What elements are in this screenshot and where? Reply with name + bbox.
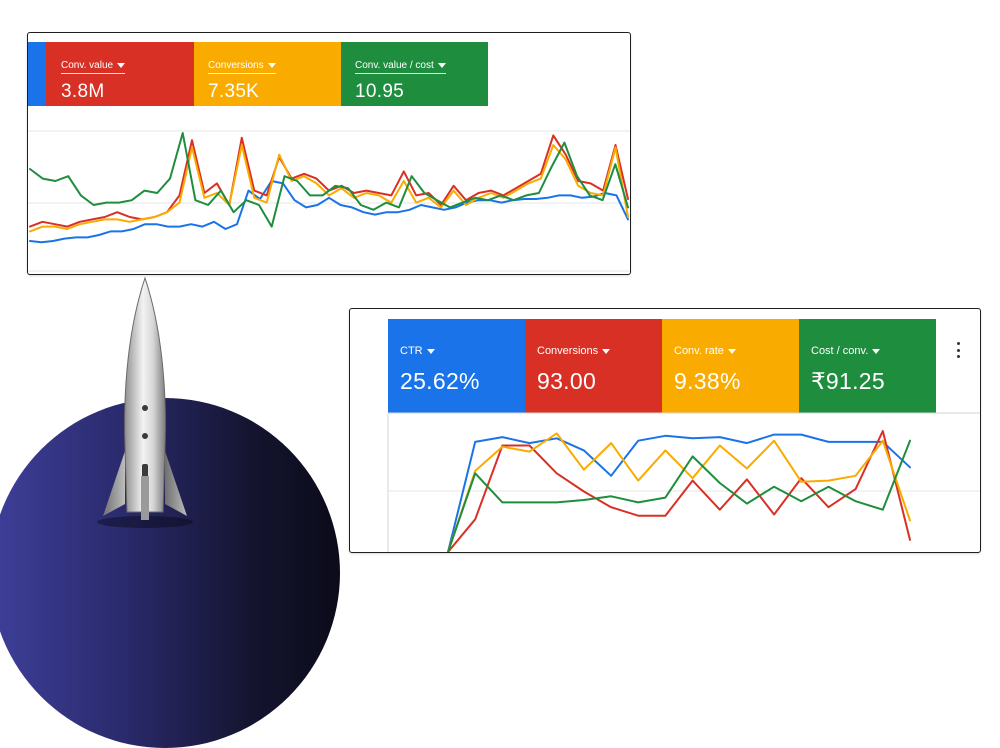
metric-label: Conversions [537,345,599,357]
metric-label: Conv. value / cost [355,60,434,71]
caret-down-icon [727,348,736,354]
caret-down-icon [426,348,435,354]
caret-down-icon [872,348,881,354]
metric-tile-cost-per-conv[interactable]: Cost / conv. ₹91.25 [799,319,936,413]
metric-tile-conv-value[interactable]: Conv. value 3.8M [46,42,194,106]
series-line-3 [29,132,629,228]
metric-dropdown[interactable]: Conversions [537,345,611,357]
metric-dropdown[interactable]: Conversions [208,60,276,74]
metric-dropdown[interactable]: CTR [400,345,435,357]
metric-label: CTR [400,345,423,357]
caret-down-icon [602,348,611,354]
caret-down-icon [267,63,276,68]
metric-dropdown[interactable]: Cost / conv. [811,345,881,357]
metric-value: 3.8M [61,81,105,102]
metric-tile-conv-value-cost[interactable]: Conv. value / cost 10.95 [341,42,488,106]
metric-tile-conversions[interactable]: Conversions 93.00 [525,319,662,413]
series-line-2 [29,144,629,233]
series-line-3 [447,439,911,552]
metric-value: ₹91.25 [811,368,885,394]
caret-down-icon [117,63,126,68]
metric-dropdown[interactable]: Conv. rate [674,345,736,357]
series-line-1 [29,134,629,228]
metric-label: Conversions [208,60,264,71]
performance-card-bottom: CTR 25.62% Conversions 93.00 Conv. rate … [349,308,981,553]
series-line-0 [29,180,629,244]
metric-label: Conv. value [61,60,114,71]
metric-value: 7.35K [208,81,260,102]
metrics-bar: Conv. value 3.8M Conversions 7.35K Conv.… [28,42,488,106]
line-chart-bottom [387,412,980,552]
metric-label: Cost / conv. [811,345,869,357]
metric-tile-blue[interactable] [28,42,46,106]
line-chart-top [28,130,630,272]
metric-value: 93.00 [537,368,597,394]
series-line-2 [447,432,911,552]
series-line-1 [447,430,911,552]
metric-value: 9.38% [674,368,741,394]
metric-dropdown[interactable]: Conv. value [61,60,126,74]
metric-tile-conv-rate[interactable]: Conv. rate 9.38% [662,319,799,413]
series-line-0 [447,433,911,552]
metric-tile-ctr[interactable]: CTR 25.62% [388,319,525,413]
performance-card-top: Conv. value 3.8M Conversions 7.35K Conv.… [27,32,631,275]
metric-value: 10.95 [355,81,405,102]
metric-tile-conversions[interactable]: Conversions 7.35K [194,42,341,106]
rocket-icon [97,276,193,528]
metric-value: 25.62% [400,368,480,394]
caret-down-icon [437,63,446,68]
metric-label: Conv. rate [674,345,724,357]
metric-dropdown[interactable]: Conv. value / cost [355,60,446,74]
more-vertical-icon[interactable] [956,342,960,358]
metrics-bar: CTR 25.62% Conversions 93.00 Conv. rate … [388,319,936,413]
